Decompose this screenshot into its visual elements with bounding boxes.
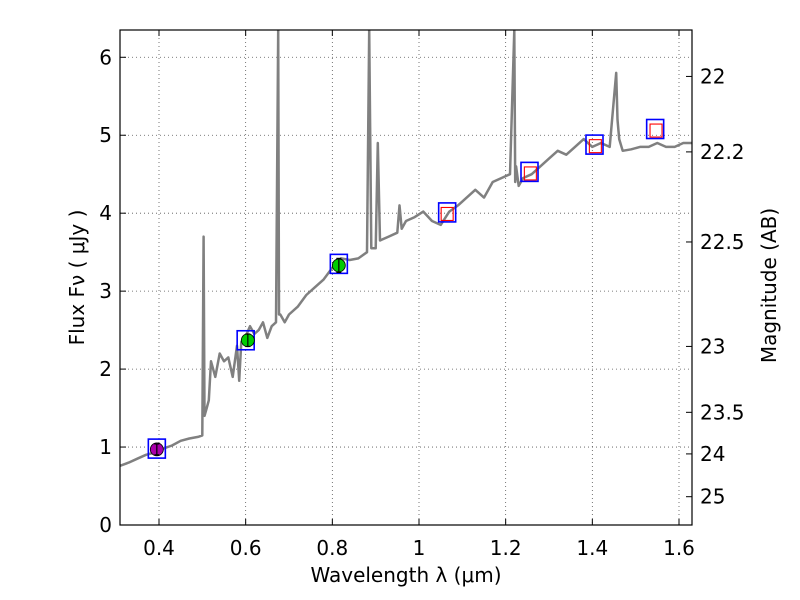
x-tick-label: 0.6 xyxy=(230,536,262,560)
x-axis-label: Wavelength λ (μm) xyxy=(310,563,501,587)
y-tick-label: 3 xyxy=(99,279,112,303)
plot-area xyxy=(120,30,692,467)
observed-nir-point xyxy=(440,206,454,222)
model-point xyxy=(147,438,167,459)
observed-nir-point xyxy=(588,139,602,154)
observed-nir-point xyxy=(649,123,663,138)
y-tick-label: 4 xyxy=(99,201,112,225)
y-tick-label: 2 xyxy=(99,357,112,381)
model-point xyxy=(520,161,539,183)
y-tick-label: 6 xyxy=(99,45,112,69)
model-point xyxy=(645,118,665,140)
mag-tick-label: 22 xyxy=(700,64,725,88)
mag-tick-label: 25 xyxy=(700,485,725,509)
x-tick-label: 1.6 xyxy=(663,536,695,560)
x-tick-label: 1.2 xyxy=(490,536,522,560)
plot-frame xyxy=(119,29,693,526)
model-point xyxy=(585,134,604,155)
mag-tick-label: 22.2 xyxy=(700,140,745,164)
y-tick-label: 1 xyxy=(99,435,112,459)
mag-tick-label: 22.5 xyxy=(700,230,745,254)
grid-lines xyxy=(120,30,692,526)
model-point xyxy=(329,253,349,275)
y-tick-label: 0 xyxy=(99,513,112,537)
y-axis-label: Flux Fν ( μJy ) xyxy=(65,210,89,346)
mag-tick-label: 24 xyxy=(700,442,725,466)
observed-nir-point xyxy=(523,166,537,181)
x-tick-label: 1.4 xyxy=(576,536,608,560)
x-tick-label: 0.4 xyxy=(143,536,175,560)
y-tick-label: 5 xyxy=(99,123,112,147)
axis-ticks: 0.4 0.6 0.8 1 1.2 1.4 1.601234562222.222.52323… xyxy=(99,30,745,560)
y2-axis-label: Magnitude (AB) xyxy=(757,208,781,363)
model-point xyxy=(437,202,457,223)
mag-tick-label: 23 xyxy=(700,334,725,358)
spectrum-line xyxy=(120,30,692,467)
x-tick-label: 1 xyxy=(413,536,426,560)
mag-tick-label: 23.5 xyxy=(700,400,745,424)
x-tick-label: 0.8 xyxy=(316,536,348,560)
